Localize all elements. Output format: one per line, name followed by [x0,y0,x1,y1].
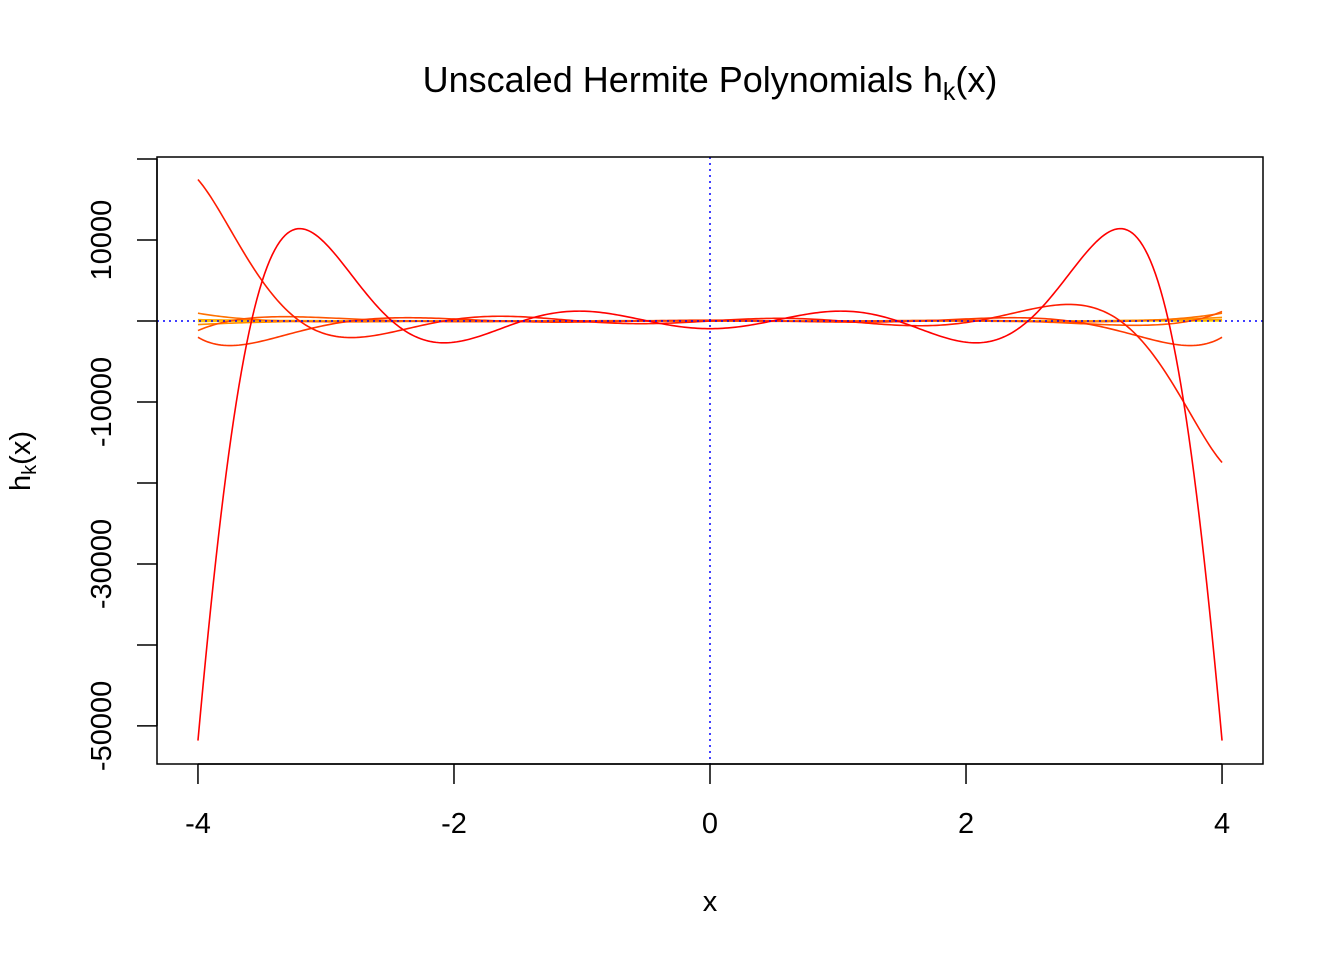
x-tick-label: 4 [1214,808,1230,840]
y-axis-label: hk(x) [5,431,41,491]
x-tick-label: -4 [185,808,211,840]
y-tick-label: -10000 [86,357,118,447]
chart-title: Unscaled Hermite Polynomials hk(x) [423,59,998,106]
plot-area [157,157,1263,764]
title-main: Unscaled Hermite Polynomials h [423,59,943,100]
y-axis: 10000 -10000 -30000 -50000 [86,158,158,771]
x-tick-label: 0 [702,808,718,840]
x-axis: -4 -2 0 2 4 [185,763,1230,840]
title-tail: (x) [955,59,997,100]
title-sub: k [943,78,956,106]
x-axis-label: x [703,886,718,918]
y-tick-label: -30000 [86,519,118,609]
x-tick-label: 2 [958,808,974,840]
series-line-h10 [197,227,1223,741]
x-tick-label: -2 [441,808,467,840]
y-tick-label: -50000 [86,681,118,771]
y-tick-label: 10000 [86,200,118,281]
